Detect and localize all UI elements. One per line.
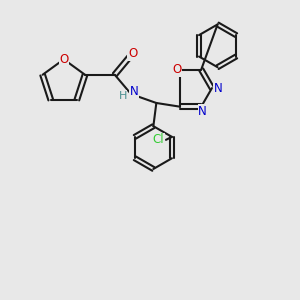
Text: O: O [172,63,182,76]
Text: Cl: Cl [153,133,164,146]
Text: N: N [198,105,207,118]
Text: N: N [130,85,138,98]
Text: H: H [118,91,127,100]
Text: O: O [59,53,68,66]
Text: N: N [214,82,222,94]
Text: O: O [128,47,137,60]
